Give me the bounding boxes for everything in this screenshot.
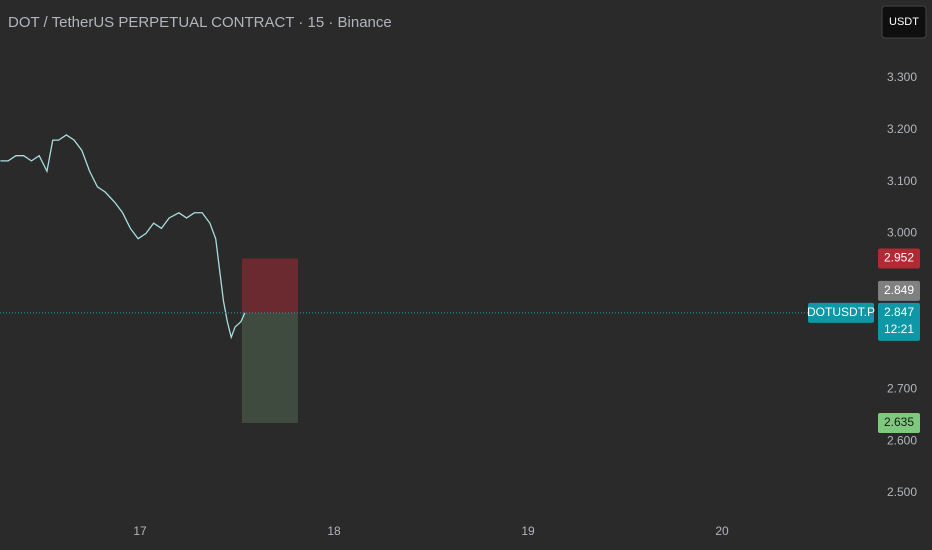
target-zone [241, 312, 298, 423]
y-tick-label: 3.100 [887, 174, 917, 188]
chart-title: DOT / TetherUS PERPETUAL CONTRACT · 15 ·… [8, 14, 392, 31]
y-tick-label: 2.600 [887, 433, 917, 447]
x-tick-label: 18 [327, 524, 341, 538]
last-price-box [878, 302, 920, 341]
legend-label: DOTUSDT.P [807, 305, 875, 319]
x-tick-label: 19 [521, 524, 535, 538]
y-tick-label: 3.000 [887, 226, 917, 240]
mark-price-label: 2.849 [884, 283, 914, 297]
x-tick-label: 17 [133, 524, 147, 538]
last-price-label: 2.847 [884, 305, 914, 319]
stop-price-label: 2.952 [884, 251, 914, 265]
target-price-box [878, 412, 920, 433]
target-price-label: 2.635 [884, 415, 914, 429]
y-tick-label: 2.700 [887, 381, 917, 395]
symbol-box [808, 302, 874, 323]
price-line [0, 134, 246, 340]
stop-zone [241, 258, 298, 313]
y-tick-label: 3.300 [887, 70, 917, 84]
y-tick-label: 2.500 [887, 485, 917, 499]
x-tick-label: 20 [715, 524, 729, 538]
currency-label[interactable]: USDT [889, 16, 919, 28]
stop-price-box [878, 248, 920, 269]
currency-button[interactable] [881, 5, 927, 39]
mark-price-box [878, 280, 920, 301]
y-tick-label: 3.200 [887, 122, 917, 136]
countdown-label: 12:21 [884, 322, 914, 336]
